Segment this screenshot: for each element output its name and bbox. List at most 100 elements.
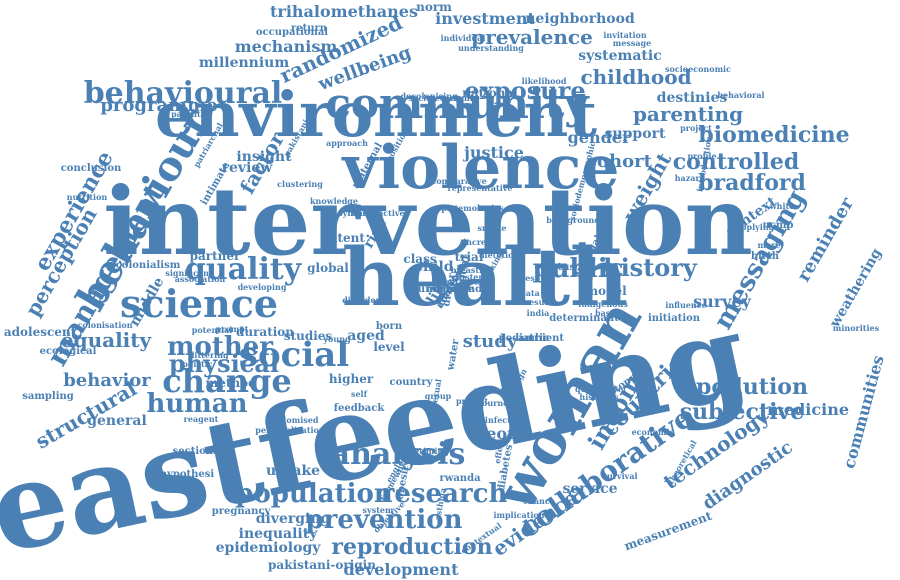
word-decolonising: decolonising (400, 91, 458, 101)
word-parenting: parenting (632, 102, 744, 126)
word-national: national (462, 86, 518, 100)
word-latent: latent (325, 231, 365, 245)
word-level: level (373, 340, 405, 354)
word-india: india (526, 308, 550, 318)
word-nutrition: nutrition (66, 192, 108, 202)
word-randomised: randomised (265, 415, 319, 425)
word-comparative: comparative (431, 176, 487, 186)
word-model: model (585, 284, 627, 298)
word-timing: timing (419, 446, 449, 456)
word-conclusion: conclusion (60, 163, 122, 174)
word-disorder: disorder (342, 295, 380, 305)
word-duration: duration (235, 325, 295, 339)
word-test: test (521, 273, 539, 283)
word-aged: aged (347, 328, 385, 344)
word-knowledge: knowledge (310, 196, 358, 206)
word-cohort: cohort (586, 151, 652, 172)
word-childhood: childhood (580, 65, 692, 89)
word-general: general (87, 413, 147, 429)
word-prevention: prevention (305, 505, 463, 535)
word-diverging: diverging (255, 511, 331, 527)
word-behavior: behavior (63, 370, 151, 391)
word-prevalence: prevalence (471, 25, 593, 49)
word-white: white (769, 201, 795, 211)
word-project: project (680, 123, 712, 133)
word-influence: influence (665, 300, 707, 310)
word-history: history (603, 253, 697, 282)
word-controlled: controlled (672, 149, 800, 175)
word-logistic: logistic (179, 359, 213, 369)
word-review: review (221, 160, 273, 176)
word-understanding: understanding (458, 43, 524, 53)
word-equality: equality (60, 328, 152, 352)
word-development: development (343, 560, 459, 579)
word-quality: quality (184, 252, 302, 287)
word-initiation: initiation (647, 313, 701, 324)
word-study: study (462, 331, 518, 352)
word-population: population (235, 479, 393, 509)
word-status: status (540, 262, 576, 273)
word-trial: trial (454, 250, 484, 264)
word-invitation: invitation (603, 30, 647, 40)
word-pollution: pollution (696, 374, 808, 400)
word-representative: representative (447, 183, 513, 193)
word-analysis: analysis (330, 437, 466, 472)
word-behavioral: behavioral (717, 90, 765, 100)
word-norm: norm (416, 0, 452, 14)
word-primer: primer (473, 385, 505, 395)
word-trihalomethanes: trihalomethanes (270, 2, 418, 21)
word-child: child (414, 259, 454, 275)
word-survey: survey (693, 292, 751, 311)
word-change: change (162, 362, 292, 400)
word-approach: approach (326, 138, 368, 148)
word-economic: economic (631, 427, 675, 437)
word-method: method (205, 376, 257, 390)
word-reproduction: reproduction (331, 534, 493, 560)
word-prompt: prompt (215, 324, 249, 334)
word-young: young (323, 334, 351, 344)
word-country: country (389, 377, 433, 388)
word-bradford: bradford (698, 170, 806, 196)
word-epidemiology: epidemiology (215, 540, 321, 556)
word-weathering: weathering (827, 245, 885, 331)
word-measurement: measurement (622, 508, 714, 554)
word-breastfed: breastfed (450, 265, 494, 275)
word-personalization: personalization (255, 425, 325, 435)
word-partner: partner (189, 249, 241, 263)
word-result: result (524, 297, 552, 307)
word-potential: potential (191, 325, 233, 335)
word-association: association (174, 274, 226, 284)
word-message: message (612, 38, 652, 48)
word-higher: higher (328, 372, 374, 386)
word-medicine: medicine (766, 400, 850, 419)
word-human: human (146, 389, 248, 419)
word-infection: infection (484, 415, 526, 425)
word-self: self (350, 389, 368, 399)
word-global: global (307, 261, 349, 275)
word-applying: applying (735, 222, 775, 232)
word-rwanda: rwanda (439, 473, 481, 484)
word-based: based (595, 308, 621, 318)
word-littering: littering (191, 350, 229, 360)
word-research: research (380, 479, 508, 509)
word-justice: justice (464, 143, 524, 162)
word-synthesis: synthesis (338, 208, 380, 218)
word-sampling: sampling (22, 391, 74, 402)
word-reproductive: reproductive (347, 208, 405, 218)
word-health: health (341, 230, 629, 324)
word-minorities: minorities (832, 323, 880, 333)
word-behavioural: behavioural (83, 76, 283, 111)
word-adolescent: adolescent (3, 325, 77, 339)
word-investment: investment (435, 9, 535, 28)
word-mother: mother (166, 332, 274, 362)
word-systematic: systematic (578, 48, 662, 64)
word-implication: implication (493, 510, 545, 520)
word-return: return (290, 23, 328, 34)
word-class: class (403, 252, 437, 266)
word-trait: trait (437, 284, 463, 295)
word-hazard: hazard (674, 173, 706, 183)
word-subjective: subjective (679, 399, 805, 425)
word-determinant: determinant (549, 313, 619, 324)
word-measure: measure (426, 284, 474, 295)
